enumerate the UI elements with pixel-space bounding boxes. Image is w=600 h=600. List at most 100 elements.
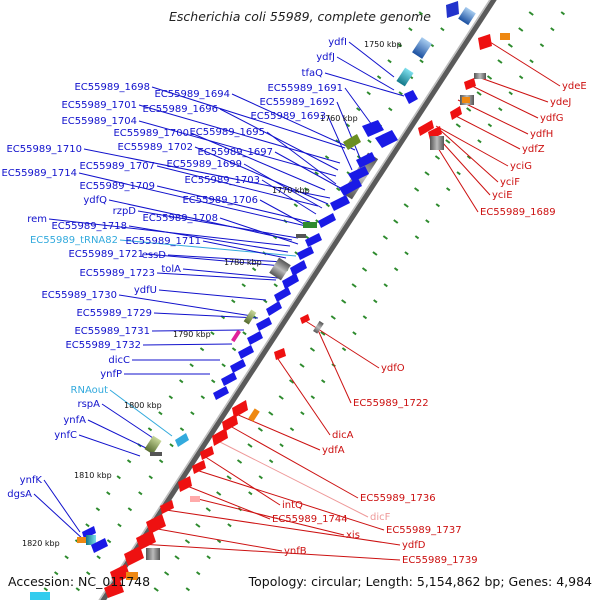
tick-mark	[352, 331, 357, 336]
label-connector	[344, 87, 373, 126]
gene-label-plus: rem	[27, 214, 47, 225]
label-connector	[78, 434, 141, 457]
gene-label-plus: ynfC	[54, 430, 77, 441]
tick-mark	[106, 539, 112, 544]
kbp-labels: 1750 kbp 1760 kbp 1770 kbp 1780 kbp 1790 kbp…	[22, 40, 402, 548]
feature-arrow	[238, 345, 254, 359]
tick-mark	[147, 427, 153, 432]
tick-mark	[184, 539, 191, 544]
genome-summary-text: Topology: circular; Length: 5,154,862 bp…	[248, 574, 592, 589]
feature-arrow	[356, 152, 376, 168]
tick-mark	[211, 379, 216, 384]
tick-mark	[446, 187, 451, 192]
label-connector	[317, 329, 352, 404]
tick-mark	[560, 11, 565, 16]
tick-mark	[434, 155, 441, 160]
tick-mark	[248, 491, 253, 496]
tick-mark	[382, 235, 388, 240]
tick-mark	[425, 219, 430, 224]
gene-label-plus: EC55989_1701	[61, 100, 137, 111]
tick-mark	[477, 139, 482, 144]
tick-mark	[299, 363, 305, 368]
feature-arrow	[232, 400, 248, 418]
tick-mark	[518, 27, 524, 32]
feature-arrow	[343, 134, 361, 150]
tick-mark	[367, 139, 372, 144]
gene-label-minus: ydfG	[540, 113, 564, 124]
label-connector	[182, 268, 279, 279]
tick-mark	[393, 219, 399, 224]
feature-arrow	[136, 530, 156, 550]
tick-mark	[268, 411, 274, 416]
feature-block	[77, 537, 87, 543]
gene-label-plus: EC55989_1695	[189, 127, 265, 138]
label-connector	[457, 99, 529, 135]
gene-label-plus: RNAout	[71, 385, 109, 396]
feature-arrow	[82, 526, 96, 539]
label-connector	[119, 239, 297, 257]
gene-label-plus: dicC	[108, 355, 130, 366]
gene-label-minus: intQ	[282, 500, 303, 511]
gene-label-minus: yciG	[510, 161, 532, 172]
tick-mark	[476, 91, 482, 96]
feature-arrow	[175, 433, 189, 447]
feature-arrow	[478, 34, 492, 50]
label-connector	[274, 151, 345, 191]
tick-mark	[258, 475, 263, 480]
label-connector	[151, 527, 283, 552]
tick-mark	[320, 331, 326, 336]
label-connector	[87, 419, 147, 449]
feature-arrow	[178, 476, 192, 492]
tick-mark	[247, 443, 253, 448]
tick-mark	[345, 123, 351, 128]
feature-block	[248, 408, 260, 422]
gene-label-plus: EC55989_1691	[267, 83, 343, 94]
feature-arrow	[446, 1, 459, 18]
tick-mark	[268, 459, 274, 464]
tick-mark	[424, 171, 430, 176]
tick-mark	[257, 427, 263, 432]
feature-block	[126, 572, 138, 580]
tick-mark	[309, 347, 316, 352]
gene-label-plus: EC55989_1706	[182, 195, 258, 206]
tick-mark	[466, 155, 472, 160]
label-connector	[195, 469, 385, 531]
tick-mark	[54, 571, 59, 576]
tick-mark	[168, 395, 174, 400]
gene-label-minus: ydfO	[381, 363, 405, 374]
feature-arrow	[404, 90, 418, 104]
label-connector	[231, 93, 356, 151]
tick-mark	[497, 59, 503, 64]
tick-mark	[216, 539, 222, 544]
gene-label-plus: tfaQ	[302, 68, 324, 79]
label-connector	[275, 355, 331, 436]
gene-label-plus: EC55989_1721	[68, 249, 144, 260]
feature-arrow	[418, 120, 434, 136]
tick-mark	[116, 475, 121, 480]
feature-arrow	[212, 428, 228, 446]
tick-mark	[387, 59, 392, 64]
label-connector	[78, 172, 307, 227]
tick-mark	[336, 187, 341, 192]
feature-arrow	[290, 260, 307, 276]
gene-label-plus: EC55989_1711	[125, 236, 201, 247]
feature-arrow	[200, 446, 214, 460]
label-connector	[142, 343, 233, 346]
tick-mark	[414, 235, 420, 240]
tick-mark	[440, 27, 445, 32]
tick-mark	[226, 475, 232, 480]
gene-label-minus: EC55989_1736	[360, 493, 436, 504]
gene-label-plus: EC55989_1708	[142, 213, 218, 224]
tick-mark	[153, 587, 159, 592]
gene-label-plus: ynfK	[20, 475, 43, 486]
gene-label-minus: yciE	[492, 190, 513, 201]
label-connector	[153, 312, 259, 319]
tick-mark	[456, 171, 461, 176]
tick-mark	[231, 299, 236, 304]
tick-mark	[279, 443, 284, 448]
label-connector	[327, 115, 353, 171]
label-connector	[139, 543, 401, 561]
gene-label-minus: ydfH	[530, 129, 553, 140]
feature-block	[190, 496, 200, 502]
gene-label-plus: EC55989_1710	[6, 144, 82, 155]
